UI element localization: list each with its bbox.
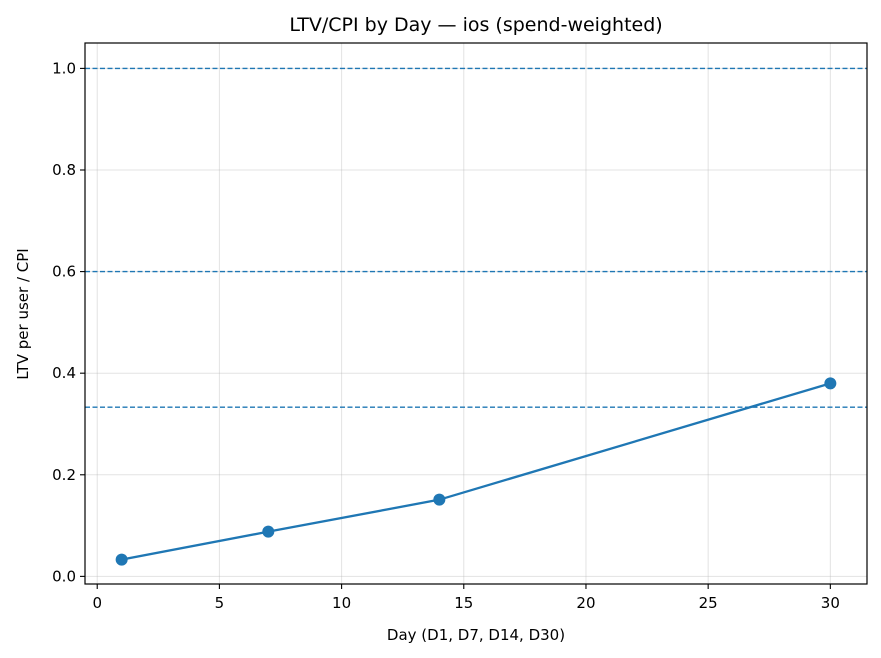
reference-lines (85, 67, 867, 408)
data-point (433, 493, 446, 506)
plot-frame (84, 42, 868, 585)
y-tick-label: 0.4 (52, 364, 76, 382)
series-line (121, 382, 831, 561)
data-point (824, 377, 837, 390)
y-tick-label: 0.2 (52, 466, 76, 484)
x-tick-label: 30 (821, 594, 840, 612)
x-tick-label: 10 (332, 594, 351, 612)
y-tick-label: 0.8 (52, 161, 76, 179)
y-tick-label: 1.0 (52, 59, 76, 77)
x-tick-label: 20 (576, 594, 595, 612)
x-tick-label: 5 (215, 594, 225, 612)
x-axis-ticks: 0 5 10 15 20 25 30 (92, 584, 840, 612)
x-tick-label: 25 (699, 594, 718, 612)
x-tick-label: 15 (454, 594, 473, 612)
y-tick-label: 0.0 (52, 567, 76, 585)
y-axis-ticks: 0.0 0.2 0.4 0.6 0.8 1.0 (52, 59, 85, 585)
series-group (115, 377, 837, 566)
data-point (262, 525, 275, 538)
y-axis-label: LTV per user / CPI (14, 248, 32, 379)
chart-title: LTV/CPI by Day — ios (spend-weighted) (289, 14, 662, 36)
grid-lines (85, 43, 867, 584)
x-tick-label: 0 (92, 594, 102, 612)
y-tick-label: 0.6 (52, 263, 76, 281)
data-point (115, 553, 128, 566)
x-axis-label: Day (D1, D7, D14, D30) (387, 626, 565, 644)
